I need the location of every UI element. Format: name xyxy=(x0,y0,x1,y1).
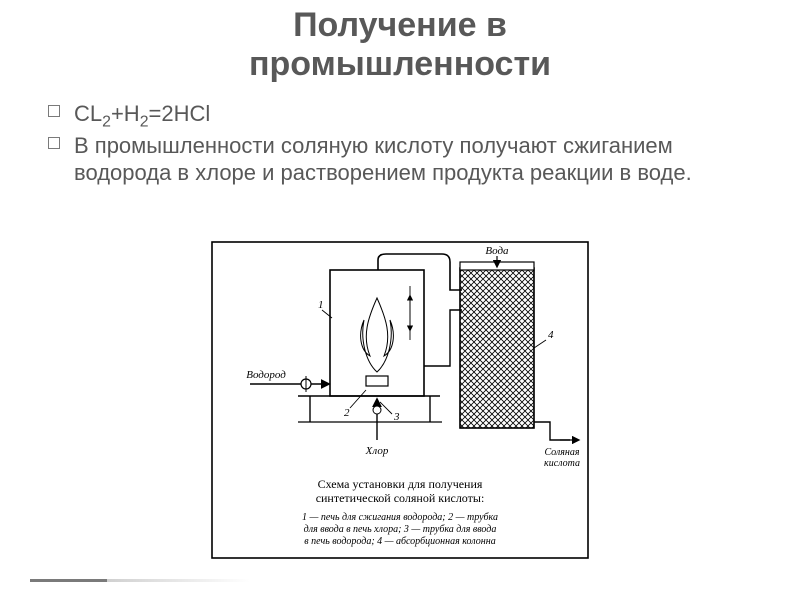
caption-line1: Схема установки для получения xyxy=(318,477,483,491)
bullet-formula: CL2+H2=2HCl xyxy=(74,100,768,128)
list-item: CL2+H2=2HCl xyxy=(48,100,768,128)
label-acid-1: Соляная xyxy=(544,447,579,458)
label-water: Вода xyxy=(485,245,509,257)
legend-line1: 1 — печь для сжигания водорода; 2 — труб… xyxy=(302,512,498,523)
label-acid-2: кислота xyxy=(544,458,580,469)
label-n1: 1 xyxy=(318,299,324,311)
label-n2: 2 xyxy=(344,407,350,419)
caption-line2: синтетической соляной кислоты: xyxy=(316,491,485,505)
label-hydrogen: Водород xyxy=(246,369,286,381)
bullet-list: CL2+H2=2HCl В промышленности соляную кис… xyxy=(48,100,768,191)
schematic-figure: Вода Соляная кислота xyxy=(210,240,590,560)
label-n3: 3 xyxy=(393,411,400,423)
bullet-marker-icon xyxy=(48,137,60,149)
slide-title: Получение в промышленности xyxy=(0,6,800,84)
list-item: В промышленности соляную кислоту получаю… xyxy=(48,132,768,187)
label-chlorine: Хлор xyxy=(365,445,389,457)
bullet-text: В промышленности соляную кислоту получаю… xyxy=(74,132,768,187)
label-n4: 4 xyxy=(548,329,554,341)
legend-line3: в печь водорода; 4 — абсорбционная колон… xyxy=(304,536,495,547)
bullet-marker-icon xyxy=(48,105,60,117)
footer-accent-bar xyxy=(30,579,250,582)
legend-line2: для ввода в печь хлора; 3 — трубка для в… xyxy=(304,524,497,535)
